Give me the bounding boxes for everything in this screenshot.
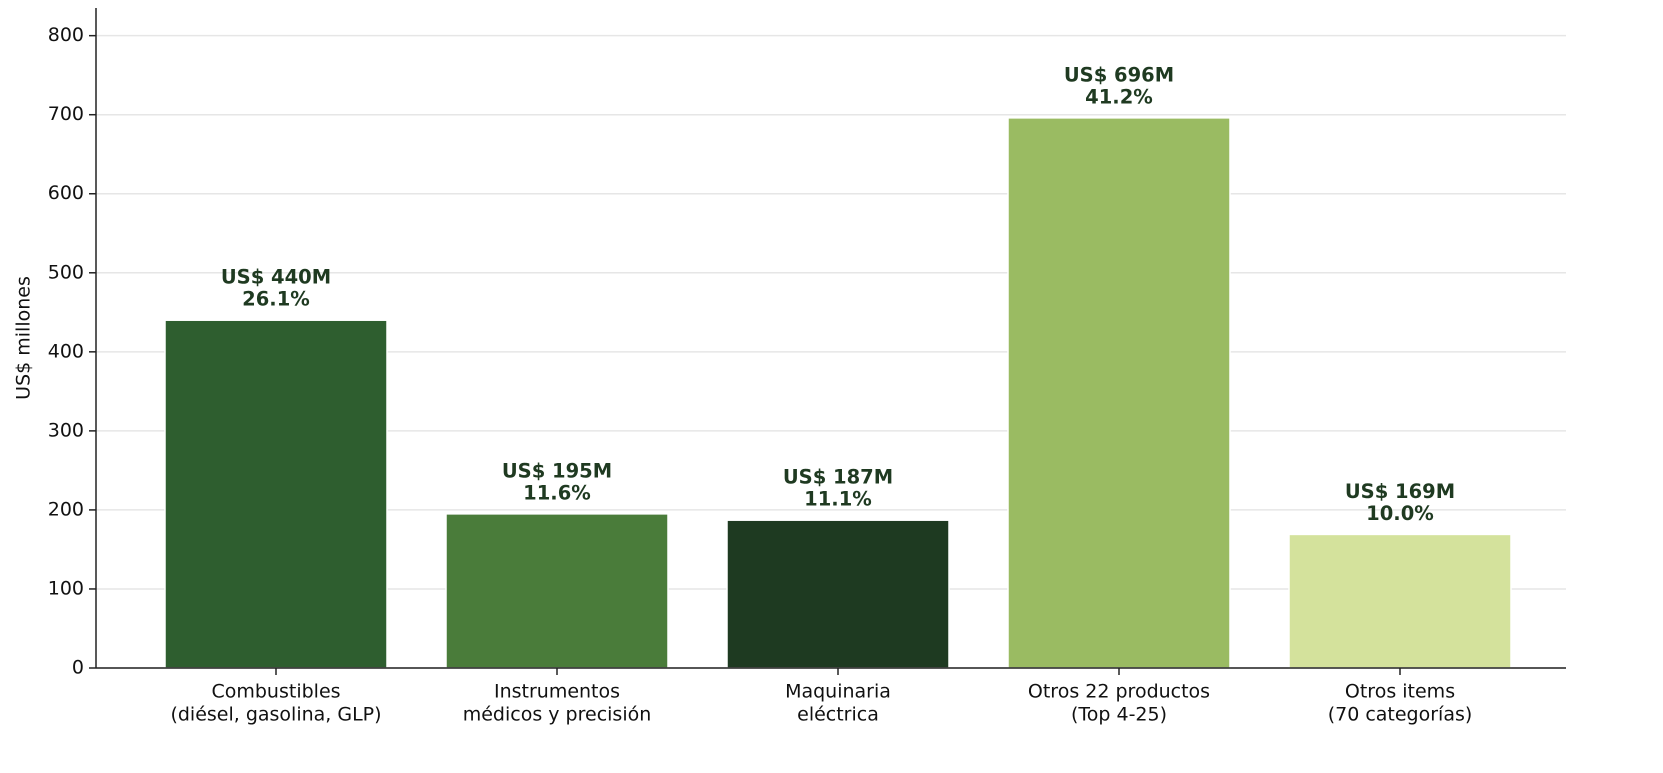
value-label: US$ 440M (221, 266, 331, 289)
value-label: US$ 696M (1064, 63, 1174, 86)
x-tick-label: Otros items (1345, 681, 1455, 703)
x-tick-label: (70 categorías) (1328, 704, 1473, 726)
value-label: US$ 169M (1345, 480, 1455, 503)
share-label: 11.1% (804, 488, 872, 511)
share-label: 10.0% (1366, 502, 1434, 525)
x-tick-label: (diésel, gasolina, GLP) (170, 704, 381, 726)
bar (1007, 117, 1231, 669)
x-tick-label: Otros 22 productos (1028, 681, 1210, 703)
y-tick-label: 200 (48, 498, 84, 520)
value-label: US$ 187M (783, 466, 893, 489)
y-tick-label: 500 (48, 261, 84, 283)
share-label: 26.1% (242, 288, 310, 311)
x-tick-label: (Top 4-25) (1071, 704, 1167, 726)
x-tick-label: Combustibles (211, 681, 340, 703)
y-tick-label: 700 (48, 103, 84, 125)
share-label: 41.2% (1085, 85, 1153, 108)
value-label: US$ 195M (502, 459, 612, 482)
x-tick-label: médicos y precisión (463, 704, 652, 726)
x-tick-label: eléctrica (797, 704, 879, 726)
bar (726, 519, 950, 669)
y-tick-label: 0 (72, 657, 84, 679)
bar (445, 513, 669, 669)
y-tick-label: 300 (48, 419, 84, 441)
x-tick-label: Maquinaria (785, 681, 891, 703)
bar (1288, 533, 1512, 669)
y-tick-label: 400 (48, 340, 84, 362)
y-tick-label: 100 (48, 577, 84, 599)
x-tick-label: Instrumentos (494, 681, 620, 703)
bar (164, 319, 388, 669)
y-tick-label: 800 (48, 24, 84, 46)
share-label: 11.6% (523, 481, 591, 504)
y-axis-label: US$ millones (13, 276, 35, 400)
y-tick-label: 600 (48, 182, 84, 204)
